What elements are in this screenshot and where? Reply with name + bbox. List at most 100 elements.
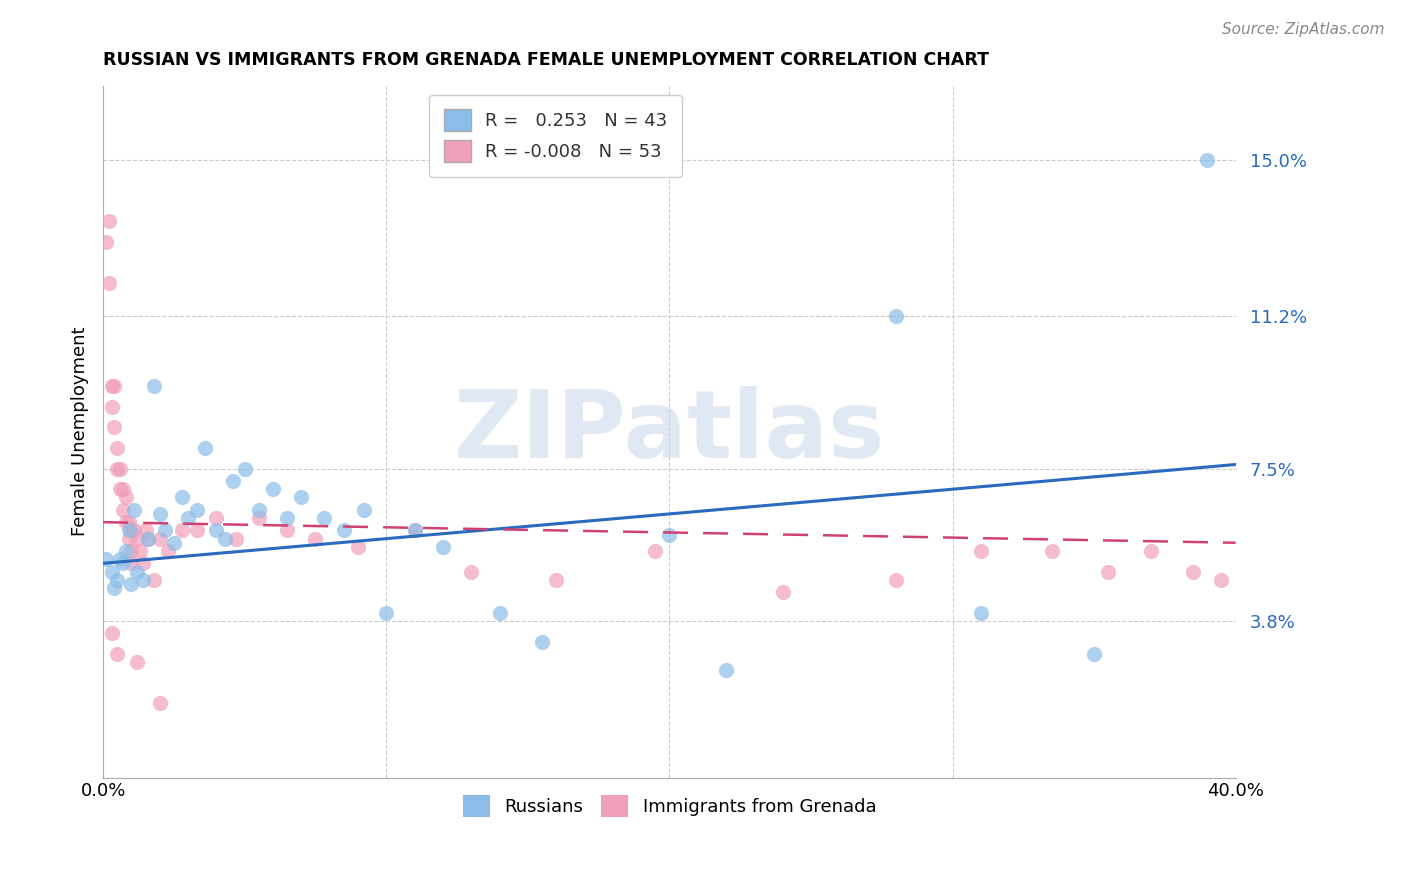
Point (103, 581, 125, 595)
Point (644, 544, 666, 558)
Point (172, 491, 194, 505)
Point (117, 524, 139, 538)
Point (205, 524, 228, 538)
Point (143, 573, 166, 587)
Point (970, 606, 993, 620)
Point (135, 524, 157, 538)
Point (120, 557, 142, 571)
Point (129, 544, 152, 558)
Point (100, 626, 122, 640)
Point (117, 515, 139, 529)
Point (247, 503, 270, 517)
Point (122, 503, 145, 517)
Point (347, 540, 370, 554)
Point (460, 565, 482, 579)
Point (276, 511, 298, 525)
Point (100, 379, 122, 393)
Point (172, 524, 194, 538)
Point (290, 491, 312, 505)
Point (114, 491, 136, 505)
Point (1211, 573, 1233, 587)
Point (1040, 544, 1063, 558)
Point (1083, 647, 1105, 661)
Point (138, 532, 160, 546)
Point (120, 544, 142, 558)
Point (970, 544, 993, 558)
Point (304, 532, 326, 546)
Point (108, 552, 131, 566)
Point (108, 461, 131, 475)
Point (247, 511, 270, 525)
Point (100, 400, 122, 414)
Point (222, 474, 245, 488)
Point (177, 511, 200, 525)
Point (94, 235, 117, 249)
Point (1197, 153, 1219, 167)
Point (111, 482, 134, 496)
Point (127, 565, 149, 579)
Point (404, 524, 426, 538)
Point (132, 557, 155, 571)
Point (214, 532, 236, 546)
Point (103, 420, 125, 434)
Point (205, 511, 228, 525)
Point (194, 441, 217, 455)
Point (772, 585, 794, 599)
Point (149, 697, 172, 711)
Point (1139, 544, 1161, 558)
Point (103, 379, 125, 393)
Point (111, 503, 134, 517)
Point (488, 606, 510, 620)
Point (530, 634, 553, 648)
Point (105, 647, 128, 661)
Point (105, 461, 128, 475)
Y-axis label: Female Unemployment: Female Unemployment (72, 326, 89, 536)
Point (132, 573, 155, 587)
Point (120, 577, 142, 591)
Point (117, 532, 139, 546)
Legend: Russians, Immigrants from Grenada: Russians, Immigrants from Grenada (456, 788, 883, 824)
Point (186, 524, 208, 538)
Text: Source: ZipAtlas.com: Source: ZipAtlas.com (1222, 22, 1385, 37)
Point (884, 573, 907, 587)
Point (155, 524, 177, 538)
Point (262, 482, 284, 496)
Point (714, 664, 737, 678)
Point (114, 544, 136, 558)
Point (122, 524, 145, 538)
Point (157, 544, 180, 558)
Text: RUSSIAN VS IMMIGRANTS FROM GRENADA FEMALE UNEMPLOYMENT CORRELATION CHART: RUSSIAN VS IMMIGRANTS FROM GRENADA FEMAL… (103, 51, 990, 69)
Point (138, 532, 160, 546)
Point (312, 511, 335, 525)
Point (884, 309, 907, 323)
Point (120, 524, 142, 538)
Point (108, 482, 131, 496)
Point (163, 535, 186, 549)
Point (276, 524, 298, 538)
Text: ZIPatlas: ZIPatlas (454, 385, 884, 477)
Point (375, 606, 398, 620)
Point (149, 507, 172, 521)
Point (111, 557, 134, 571)
Point (333, 524, 356, 538)
Point (225, 532, 247, 546)
Point (143, 379, 166, 393)
Point (114, 515, 136, 529)
Point (127, 532, 149, 546)
Point (105, 441, 128, 455)
Point (1097, 565, 1119, 579)
Point (100, 565, 122, 579)
Point (97, 214, 120, 228)
Point (97, 277, 120, 291)
Point (149, 532, 172, 546)
Point (546, 573, 568, 587)
Point (94, 552, 117, 566)
Point (127, 655, 149, 669)
Point (658, 527, 681, 541)
Point (233, 461, 256, 475)
Point (1182, 565, 1205, 579)
Point (105, 573, 128, 587)
Point (186, 503, 208, 517)
Point (432, 540, 454, 554)
Point (353, 503, 375, 517)
